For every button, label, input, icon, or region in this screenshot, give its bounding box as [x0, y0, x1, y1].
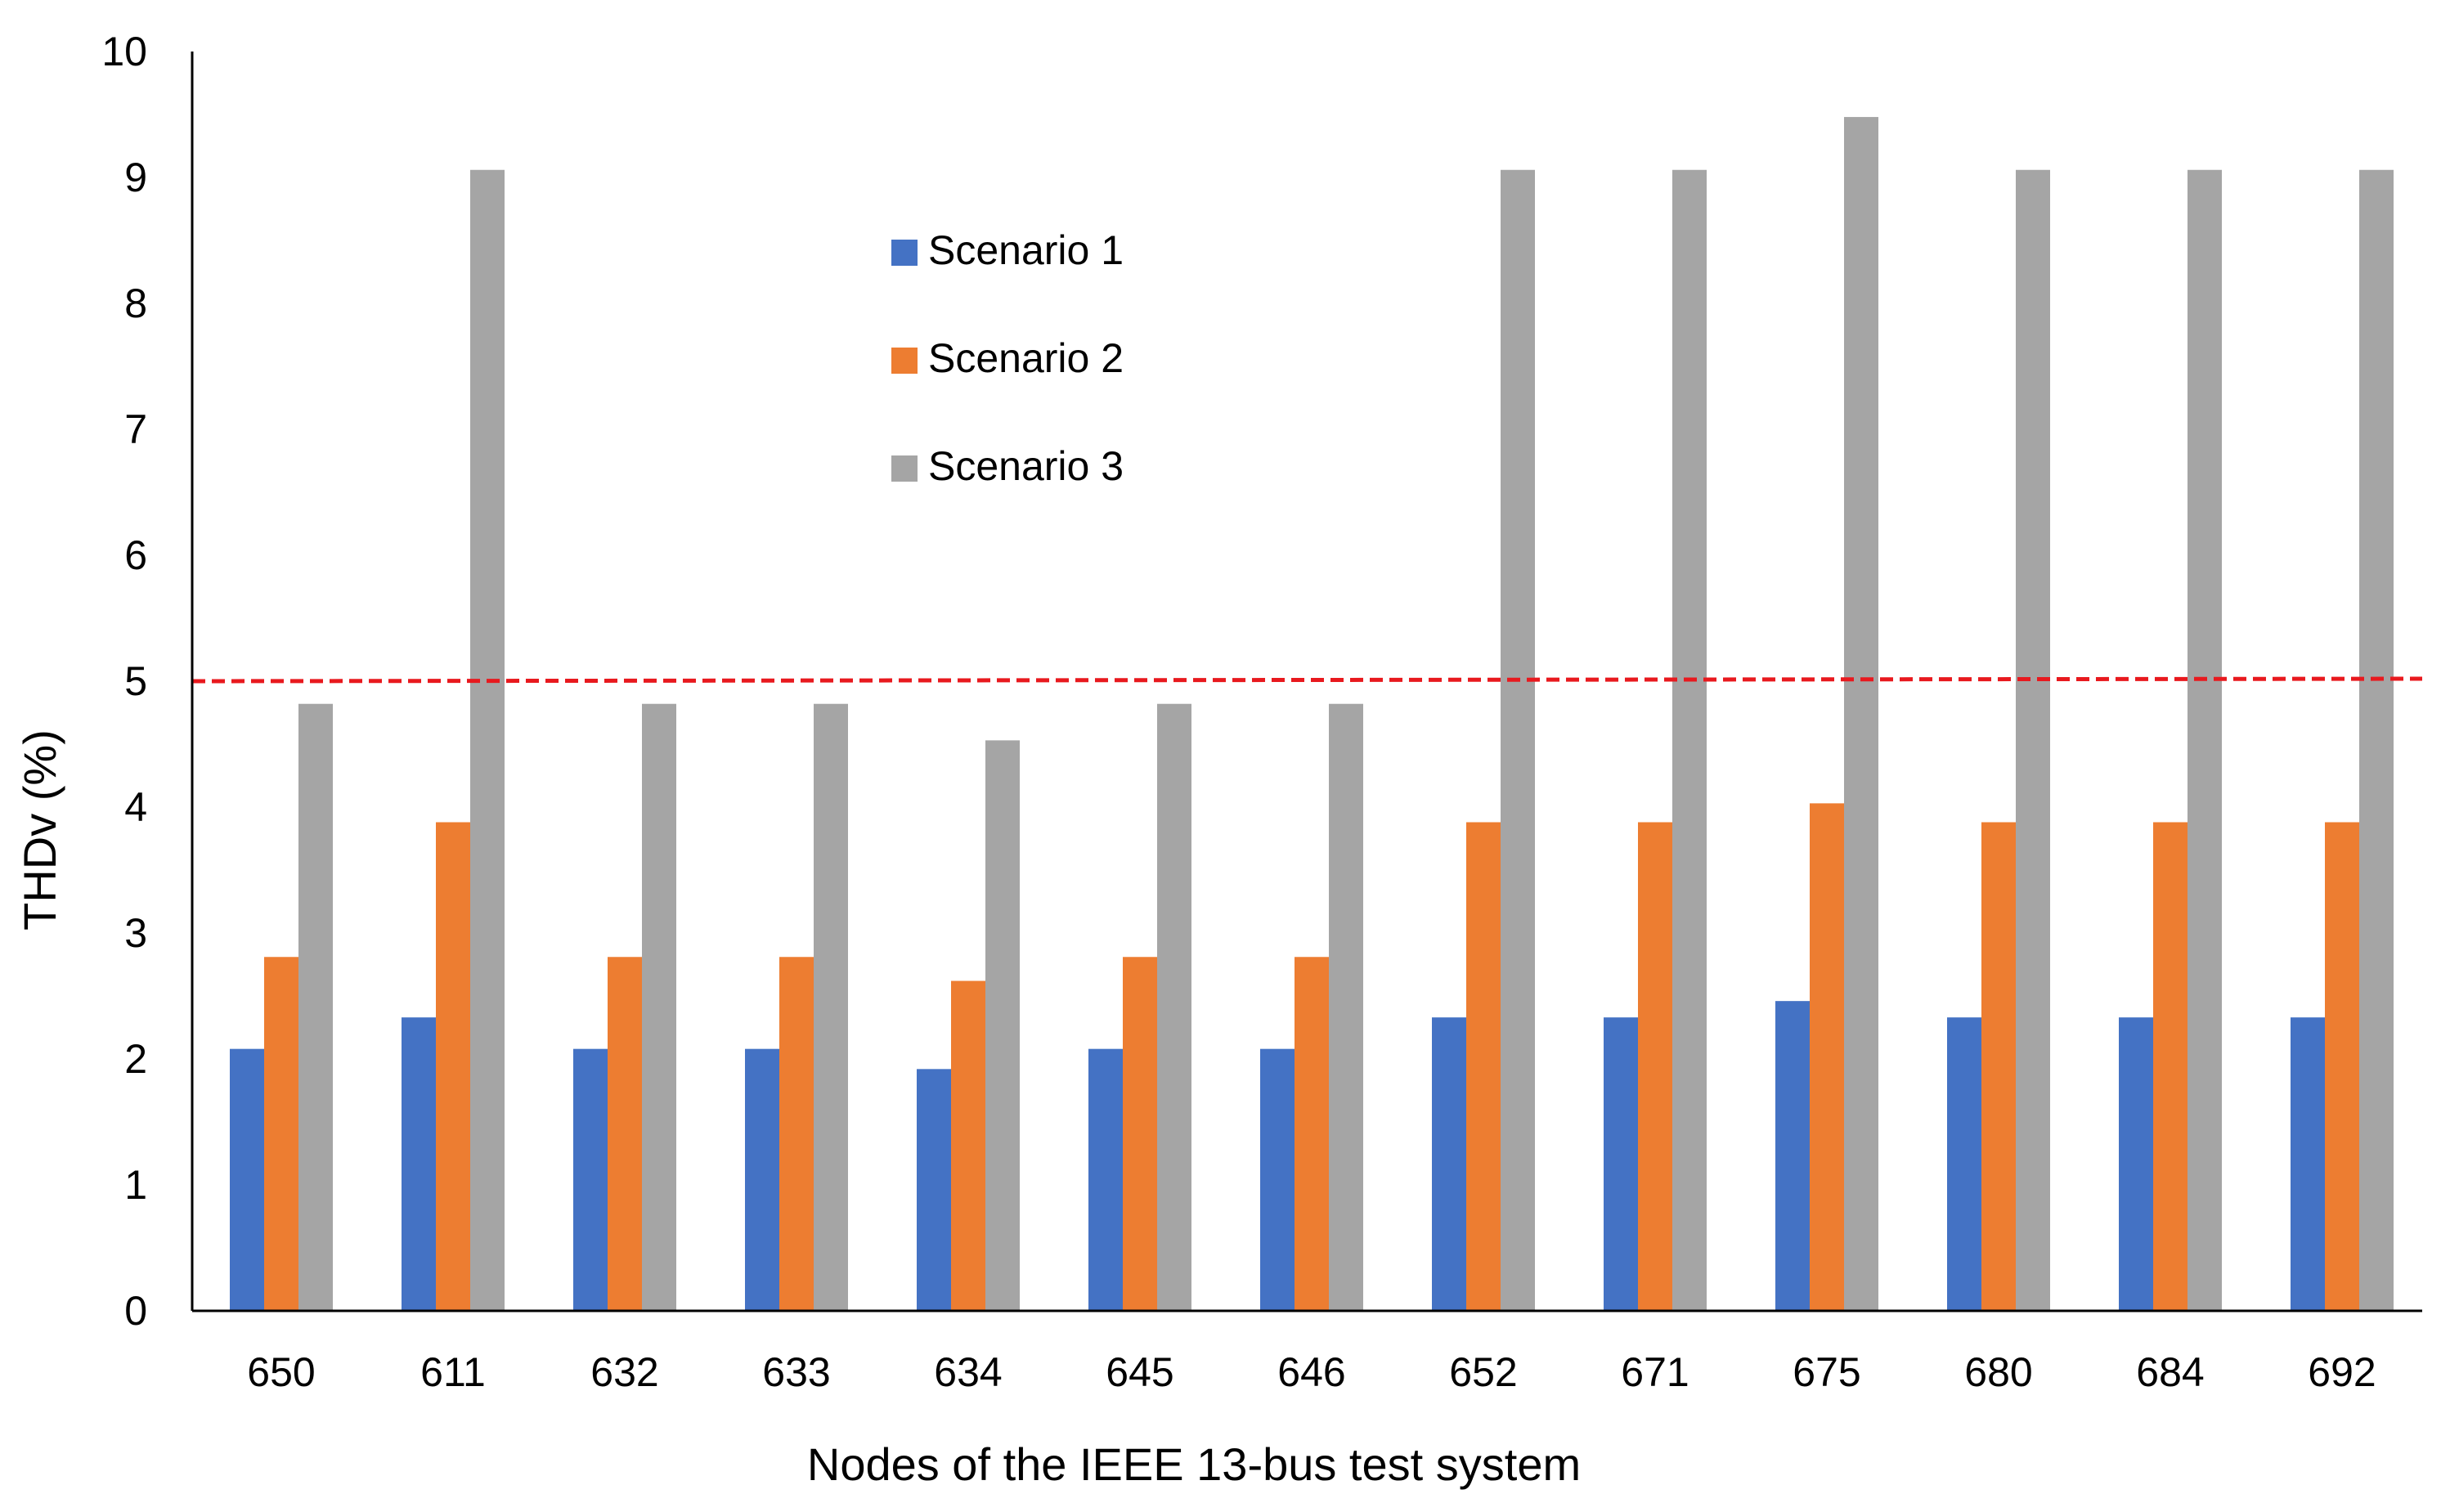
bar-671-scenario-2: [1638, 822, 1672, 1311]
legend-label-scenario-2: Scenario 2: [928, 335, 1124, 381]
bar-692-scenario-3: [2359, 169, 2394, 1311]
x-tick-label: 634: [934, 1349, 1002, 1395]
bar-632-scenario-3: [642, 703, 676, 1311]
bar-611-scenario-3: [470, 169, 505, 1311]
bar-692-scenario-2: [2325, 822, 2359, 1311]
bar-650-scenario-1: [230, 1048, 264, 1311]
x-axis-ticks: 650 611 632 633 634 645 646 652 671 675 680 684 692: [247, 1349, 2376, 1395]
bar-611-scenario-1: [402, 1017, 436, 1311]
bar-650-scenario-3: [298, 703, 333, 1311]
x-tick-label: 633: [762, 1349, 830, 1395]
bar-684-scenario-3: [2188, 169, 2222, 1311]
bars: [230, 117, 2394, 1312]
legend-swatch-scenario-3: [891, 455, 918, 482]
bar-645-scenario-1: [1088, 1048, 1123, 1311]
x-tick-label: 645: [1106, 1349, 1173, 1395]
x-tick-label: 652: [1449, 1349, 1517, 1395]
bar-646-scenario-3: [1329, 703, 1363, 1311]
threshold-line: [191, 676, 2423, 684]
x-tick-label: 650: [247, 1349, 315, 1395]
y-axis-title: THDv (%): [14, 729, 65, 931]
y-tick-label: 8: [124, 280, 147, 326]
x-tick-label: 611: [420, 1349, 486, 1395]
bar-645-scenario-3: [1157, 703, 1191, 1311]
y-tick-label: 5: [124, 658, 147, 704]
y-axis-ticks: 0 1 2 3 4 5 6 7 8 9 10: [101, 29, 147, 1334]
bar-652-scenario-2: [1466, 822, 1501, 1311]
y-tick-label: 7: [124, 406, 147, 452]
bar-632-scenario-1: [573, 1048, 608, 1311]
bar-692-scenario-1: [2291, 1017, 2325, 1311]
x-tick-label: 632: [590, 1349, 658, 1395]
legend-label-scenario-1: Scenario 1: [928, 227, 1124, 273]
bar-652-scenario-1: [1432, 1017, 1466, 1311]
y-tick-label: 3: [124, 910, 147, 956]
x-tick-label: 680: [1964, 1349, 2032, 1395]
bar-684-scenario-1: [2119, 1017, 2153, 1311]
x-tick-label: 675: [1793, 1349, 1860, 1395]
legend-swatch-scenario-2: [891, 348, 918, 374]
bar-680-scenario-1: [1947, 1017, 1981, 1311]
bar-671-scenario-3: [1672, 169, 1707, 1311]
bar-680-scenario-2: [1981, 822, 2016, 1311]
bar-645-scenario-2: [1123, 957, 1157, 1311]
bar-675-scenario-1: [1775, 1001, 1810, 1311]
bar-652-scenario-3: [1501, 169, 1535, 1311]
bar-650-scenario-2: [264, 957, 298, 1311]
y-tick-label: 0: [124, 1288, 147, 1334]
y-tick-label: 9: [124, 155, 147, 200]
x-axis-title: Nodes of the IEEE 13-bus test system: [807, 1438, 1581, 1490]
y-tick-label: 10: [101, 29, 147, 74]
bar-675-scenario-3: [1844, 117, 1878, 1312]
bar-671-scenario-1: [1604, 1017, 1638, 1311]
bar-632-scenario-2: [608, 957, 642, 1311]
legend: Scenario 1 Scenario 2 Scenario 3: [891, 227, 1124, 489]
bar-634-scenario-3: [985, 740, 1020, 1311]
bar-680-scenario-3: [2016, 169, 2050, 1311]
bar-646-scenario-1: [1260, 1048, 1295, 1311]
bar-633-scenario-3: [814, 703, 848, 1311]
bar-633-scenario-1: [745, 1048, 779, 1311]
x-tick-label: 671: [1621, 1349, 1689, 1395]
bar-611-scenario-2: [436, 822, 470, 1311]
bar-675-scenario-2: [1810, 803, 1844, 1311]
y-tick-label: 1: [124, 1162, 147, 1208]
y-tick-label: 6: [124, 532, 147, 578]
x-tick-label: 684: [2136, 1349, 2204, 1395]
legend-label-scenario-3: Scenario 3: [928, 443, 1124, 489]
legend-swatch-scenario-1: [891, 240, 918, 266]
bar-646-scenario-2: [1295, 957, 1329, 1311]
bar-684-scenario-2: [2153, 822, 2188, 1311]
bar-633-scenario-2: [779, 957, 814, 1311]
x-tick-label: 692: [2308, 1349, 2376, 1395]
bar-634-scenario-1: [917, 1069, 951, 1311]
x-tick-label: 646: [1277, 1349, 1345, 1395]
y-tick-label: 2: [124, 1036, 147, 1082]
y-tick-label: 4: [124, 784, 147, 830]
bar-634-scenario-2: [951, 980, 985, 1311]
